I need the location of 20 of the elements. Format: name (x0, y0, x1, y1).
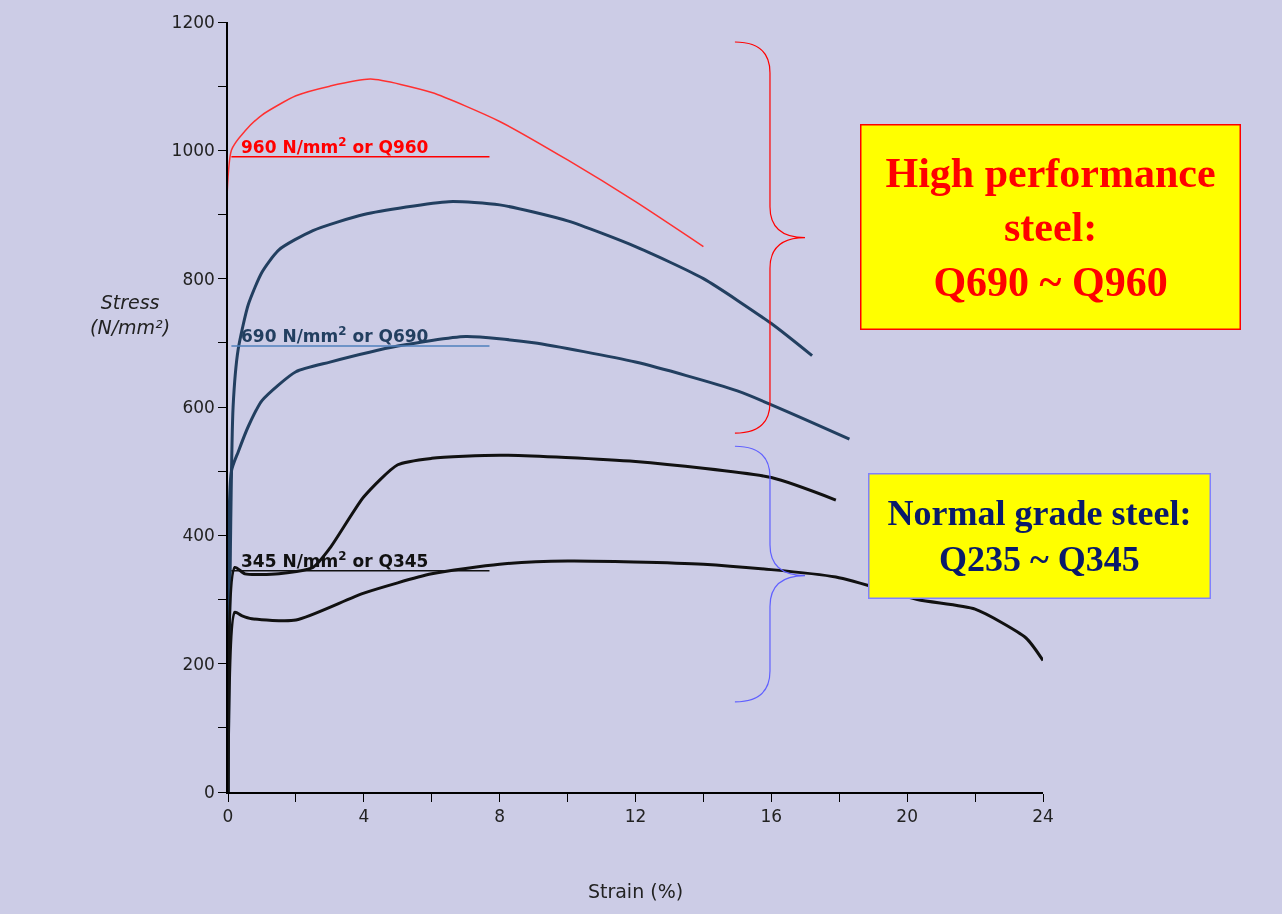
y-tick-label: 400 (182, 525, 215, 546)
series-label: 690 N/mm$^{2}$ or Q690 (241, 324, 429, 347)
x-tick-label: 20 (896, 806, 918, 827)
y-tick-label: 1200 (171, 11, 215, 32)
x-tick-label: 12 (624, 806, 647, 827)
y-tick-label: 1000 (171, 140, 215, 161)
y-axis-title: Stress (N/mm²) (90, 291, 171, 338)
x-tick-label: 16 (760, 806, 783, 827)
annotation: High performance steel: Q690 ~ Q960 (885, 149, 1216, 305)
x-tick-label: 8 (494, 806, 506, 827)
x-axis-title: Strain (%) (587, 880, 684, 903)
y-tick-label: 800 (182, 268, 215, 289)
series-label: 960 N/mm$^{2}$ or Q960 (241, 135, 429, 158)
y-tick-label: 200 (182, 653, 215, 674)
x-tick-label: 4 (358, 806, 370, 827)
y-tick-label: 0 (204, 781, 215, 802)
y-tick-label: 600 (182, 396, 215, 417)
x-tick-label: 24 (1032, 806, 1054, 827)
x-tick-label: 0 (222, 806, 234, 827)
annotation: Normal grade steel: Q235 ~ Q345 (887, 492, 1192, 580)
